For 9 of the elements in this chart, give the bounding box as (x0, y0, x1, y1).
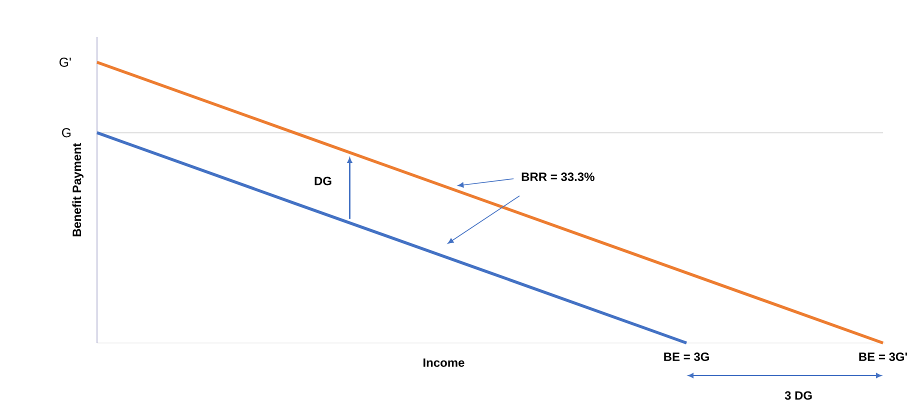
text: G (62, 128, 71, 138)
x-axis-title: Income (424, 358, 464, 367)
x-tick-label: BE = 3G' (859, 352, 908, 362)
text: G' (60, 58, 71, 67)
annotation: BRR = 33.3% (522, 172, 594, 182)
x-tick-label: BE = 3G (664, 352, 709, 362)
annotation: DG (314, 176, 332, 186)
text: 3 DG (784, 391, 812, 400)
y-axis-title: Benefit Payment (72, 143, 84, 236)
